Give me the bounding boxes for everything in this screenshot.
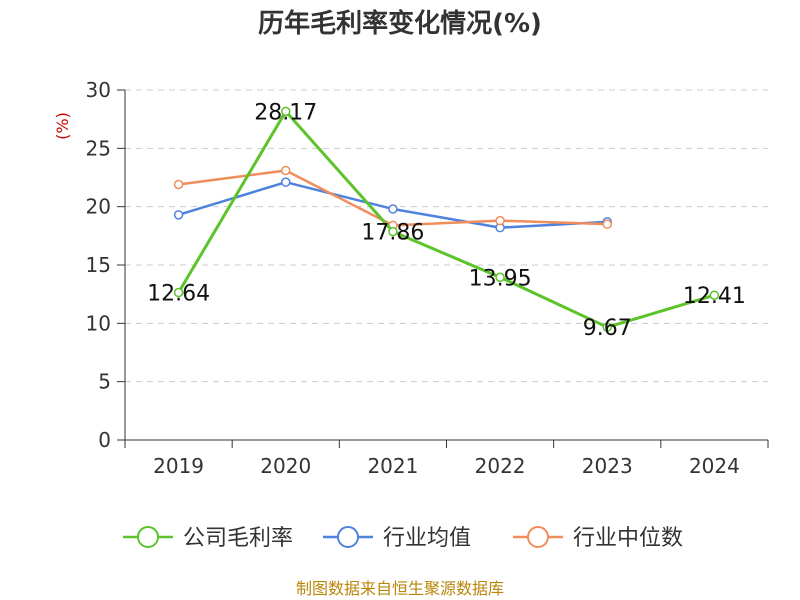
legend-swatch-marker bbox=[137, 526, 159, 548]
legend-swatch-marker bbox=[527, 526, 549, 548]
data-label: 12.64 bbox=[147, 282, 210, 307]
x-tick-label: 2023 bbox=[582, 454, 633, 478]
y-tick-label: 10 bbox=[86, 311, 111, 335]
y-tick-label: 25 bbox=[86, 136, 111, 160]
series-line bbox=[177, 109, 715, 329]
legend-label: 行业均值 bbox=[383, 526, 471, 551]
legend: 公司毛利率 行业均值 行业中位数 bbox=[123, 526, 683, 551]
data-point bbox=[388, 226, 398, 237]
y-tick-label: 15 bbox=[86, 253, 111, 277]
data-point bbox=[173, 287, 184, 298]
data-labels: 12.64 28.17 17.86 13.95 9.67 12.41 bbox=[147, 100, 746, 341]
source-note: 制图数据来自恒生聚源数据库 bbox=[296, 579, 504, 598]
x-tick-label: 2024 bbox=[689, 454, 740, 478]
data-label: 13.95 bbox=[469, 266, 532, 291]
data-label: 12.41 bbox=[683, 284, 746, 309]
grid-lines bbox=[125, 89, 768, 383]
axes: 0 5 10 15 20 25 30 2019 2020 2021 2022 2023 2024 bbox=[86, 78, 769, 478]
data-point bbox=[281, 106, 291, 117]
series bbox=[173, 106, 720, 332]
data-label: 17.86 bbox=[361, 221, 424, 246]
data-point bbox=[173, 210, 184, 220]
data-label: 9.67 bbox=[583, 316, 632, 341]
legend-label: 公司毛利率 bbox=[183, 526, 293, 551]
y-axis-label: (%) bbox=[53, 112, 72, 140]
x-tick-label: 2019 bbox=[153, 454, 204, 478]
legend-label: 行业中位数 bbox=[573, 526, 683, 551]
data-point bbox=[602, 322, 612, 332]
data-point bbox=[281, 165, 291, 176]
legend-swatch-marker bbox=[337, 526, 359, 548]
data-point bbox=[709, 290, 720, 300]
data-label: 28.17 bbox=[254, 100, 317, 125]
data-point bbox=[602, 219, 612, 229]
series-line bbox=[178, 169, 608, 227]
data-point bbox=[495, 272, 505, 282]
y-tick-label: 5 bbox=[98, 370, 111, 394]
data-point bbox=[388, 204, 398, 214]
y-tick-label: 30 bbox=[86, 78, 111, 102]
x-tick-label: 2021 bbox=[367, 454, 418, 478]
y-tick-label: 0 bbox=[98, 428, 111, 452]
y-tick-label: 20 bbox=[86, 195, 111, 219]
x-tick-label: 2022 bbox=[475, 454, 526, 478]
data-point bbox=[173, 179, 184, 190]
data-point bbox=[495, 215, 505, 226]
data-point bbox=[281, 177, 291, 187]
x-tick-label: 2020 bbox=[260, 454, 311, 478]
chart-title: 历年毛利率变化情况(%) bbox=[258, 8, 542, 39]
